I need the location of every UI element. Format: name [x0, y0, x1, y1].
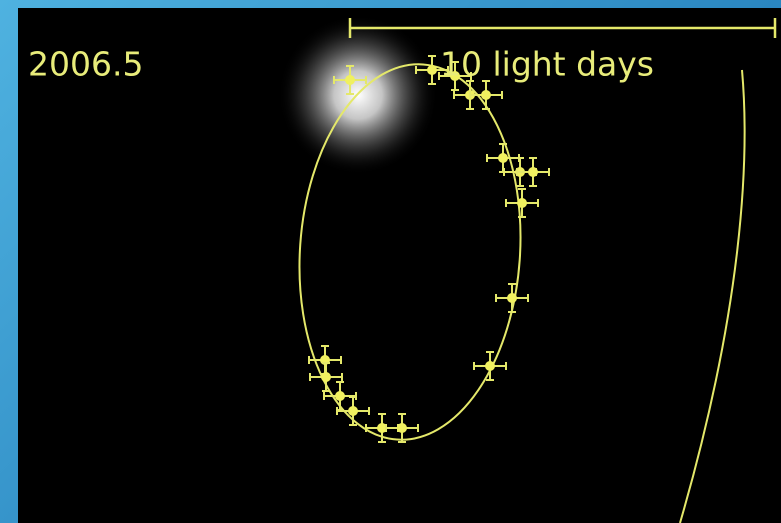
- observation-mark: [397, 423, 407, 433]
- observation-mark: [427, 65, 437, 75]
- observation-mark: [481, 90, 491, 100]
- observation-mark: [345, 75, 355, 85]
- observation-mark: [498, 153, 508, 163]
- epoch-label: 2006.5: [28, 45, 143, 84]
- orbit-view: 2006.5 10 light days: [0, 0, 781, 523]
- video-frame: 2006.5 10 light days: [0, 0, 781, 523]
- observation-mark: [485, 361, 495, 371]
- observation-mark: [335, 391, 345, 401]
- observation-mark: [321, 372, 331, 382]
- observation-mark: [517, 198, 527, 208]
- observation-mark: [507, 293, 517, 303]
- observation-mark: [528, 167, 538, 177]
- scale-label: 10 light days: [440, 45, 654, 84]
- observation-mark: [348, 406, 358, 416]
